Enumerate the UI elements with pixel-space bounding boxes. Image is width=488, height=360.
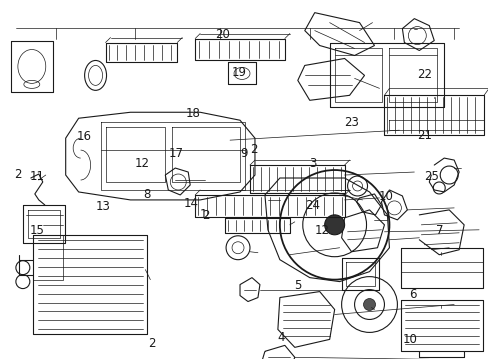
Text: 15: 15 <box>30 224 45 237</box>
Text: 7: 7 <box>435 224 442 237</box>
Text: 22: 22 <box>416 68 431 81</box>
Text: 18: 18 <box>185 107 201 120</box>
Circle shape <box>363 298 375 310</box>
Text: 12: 12 <box>314 224 329 237</box>
Text: 1: 1 <box>199 208 206 221</box>
Text: 2: 2 <box>250 143 258 156</box>
Text: 10: 10 <box>378 190 392 203</box>
Text: 21: 21 <box>416 129 431 142</box>
Text: 2: 2 <box>148 337 155 350</box>
Text: 20: 20 <box>215 28 229 41</box>
Text: 10: 10 <box>402 333 417 346</box>
Text: 9: 9 <box>240 147 248 159</box>
Text: 2: 2 <box>202 210 209 222</box>
Text: 12: 12 <box>134 157 149 170</box>
Text: 14: 14 <box>183 197 198 210</box>
Text: 4: 4 <box>277 331 284 344</box>
Text: 25: 25 <box>424 170 439 183</box>
Text: 6: 6 <box>408 288 415 301</box>
Text: 23: 23 <box>344 116 358 129</box>
Circle shape <box>324 215 344 235</box>
Text: 19: 19 <box>232 66 246 79</box>
Text: 3: 3 <box>308 157 316 170</box>
Text: 8: 8 <box>143 188 150 201</box>
Text: 2: 2 <box>14 168 21 181</box>
Text: 17: 17 <box>168 147 183 159</box>
Text: 13: 13 <box>96 201 110 213</box>
Text: 5: 5 <box>294 279 301 292</box>
Text: 16: 16 <box>76 130 91 144</box>
Text: 24: 24 <box>305 199 320 212</box>
Text: 11: 11 <box>30 170 45 183</box>
